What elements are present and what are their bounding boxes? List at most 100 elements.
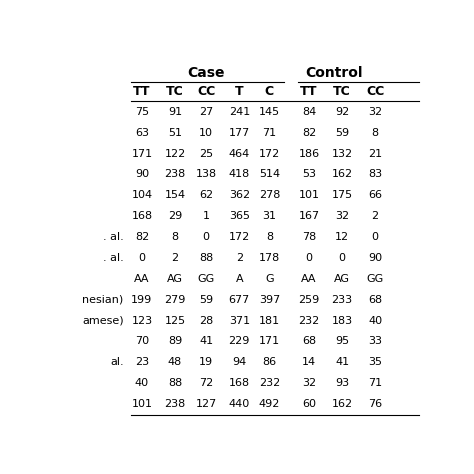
Text: 199: 199 (131, 295, 153, 305)
Text: 122: 122 (164, 149, 186, 159)
Text: 76: 76 (368, 399, 382, 409)
Text: 51: 51 (168, 128, 182, 138)
Text: 145: 145 (259, 107, 280, 117)
Text: 2: 2 (236, 253, 243, 263)
Text: GG: GG (198, 274, 215, 284)
Text: 418: 418 (228, 170, 250, 180)
Text: 229: 229 (228, 337, 250, 346)
Text: amese): amese) (82, 316, 124, 326)
Text: 8: 8 (172, 232, 179, 242)
Text: CC: CC (366, 85, 384, 98)
Text: 238: 238 (164, 399, 186, 409)
Text: 19: 19 (199, 357, 213, 367)
Text: 8: 8 (372, 128, 379, 138)
Text: 154: 154 (164, 191, 185, 201)
Text: TC: TC (333, 85, 351, 98)
Text: 82: 82 (302, 128, 316, 138)
Text: 238: 238 (164, 170, 186, 180)
Text: 86: 86 (262, 357, 276, 367)
Text: Case: Case (187, 66, 224, 80)
Text: 397: 397 (259, 295, 280, 305)
Text: 91: 91 (168, 107, 182, 117)
Text: 10: 10 (199, 128, 213, 138)
Text: 132: 132 (331, 149, 353, 159)
Text: al.: al. (110, 357, 124, 367)
Text: 127: 127 (196, 399, 217, 409)
Text: 492: 492 (259, 399, 280, 409)
Text: 138: 138 (196, 170, 217, 180)
Text: 41: 41 (335, 357, 349, 367)
Text: 172: 172 (259, 149, 280, 159)
Text: 175: 175 (331, 191, 353, 201)
Text: 83: 83 (368, 170, 382, 180)
Text: 101: 101 (299, 191, 319, 201)
Text: 171: 171 (131, 149, 153, 159)
Text: 94: 94 (232, 357, 246, 367)
Text: 8: 8 (266, 232, 273, 242)
Text: 32: 32 (302, 378, 316, 388)
Text: 2: 2 (372, 211, 379, 221)
Text: 365: 365 (229, 211, 250, 221)
Text: 75: 75 (135, 107, 149, 117)
Text: 23: 23 (135, 357, 149, 367)
Text: 95: 95 (335, 337, 349, 346)
Text: AA: AA (301, 274, 317, 284)
Text: 89: 89 (168, 337, 182, 346)
Text: 32: 32 (368, 107, 382, 117)
Text: 40: 40 (135, 378, 149, 388)
Text: 93: 93 (335, 378, 349, 388)
Text: 33: 33 (368, 337, 382, 346)
Text: 278: 278 (259, 191, 280, 201)
Text: 70: 70 (135, 337, 149, 346)
Text: 59: 59 (335, 128, 349, 138)
Text: AA: AA (134, 274, 150, 284)
Text: 162: 162 (331, 170, 353, 180)
Text: CC: CC (197, 85, 215, 98)
Text: 259: 259 (299, 295, 319, 305)
Text: 40: 40 (368, 316, 382, 326)
Text: 48: 48 (168, 357, 182, 367)
Text: 168: 168 (228, 378, 250, 388)
Text: 63: 63 (135, 128, 149, 138)
Text: 232: 232 (299, 316, 319, 326)
Text: 2: 2 (172, 253, 179, 263)
Text: 279: 279 (164, 295, 186, 305)
Text: 677: 677 (228, 295, 250, 305)
Text: T: T (235, 85, 244, 98)
Text: 241: 241 (228, 107, 250, 117)
Text: 104: 104 (131, 191, 153, 201)
Text: 178: 178 (259, 253, 280, 263)
Text: Control: Control (305, 66, 363, 80)
Text: TC: TC (166, 85, 184, 98)
Text: 172: 172 (228, 232, 250, 242)
Text: 440: 440 (228, 399, 250, 409)
Text: 162: 162 (331, 399, 353, 409)
Text: AG: AG (334, 274, 350, 284)
Text: . al.: . al. (103, 253, 124, 263)
Text: 71: 71 (368, 378, 382, 388)
Text: TT: TT (133, 85, 151, 98)
Text: 35: 35 (368, 357, 382, 367)
Text: 72: 72 (199, 378, 213, 388)
Text: AG: AG (167, 274, 183, 284)
Text: . al.: . al. (103, 232, 124, 242)
Text: 125: 125 (164, 316, 185, 326)
Text: 53: 53 (302, 170, 316, 180)
Text: 0: 0 (338, 253, 346, 263)
Text: 88: 88 (168, 378, 182, 388)
Text: 171: 171 (259, 337, 280, 346)
Text: 78: 78 (302, 232, 316, 242)
Text: 183: 183 (331, 316, 353, 326)
Text: 186: 186 (299, 149, 319, 159)
Text: 123: 123 (131, 316, 153, 326)
Text: 0: 0 (372, 232, 379, 242)
Text: nesian): nesian) (82, 295, 124, 305)
Text: 82: 82 (135, 232, 149, 242)
Text: 101: 101 (131, 399, 153, 409)
Text: 68: 68 (302, 337, 316, 346)
Text: 88: 88 (199, 253, 213, 263)
Text: 1: 1 (203, 211, 210, 221)
Text: 177: 177 (228, 128, 250, 138)
Text: 12: 12 (335, 232, 349, 242)
Text: TT: TT (301, 85, 318, 98)
